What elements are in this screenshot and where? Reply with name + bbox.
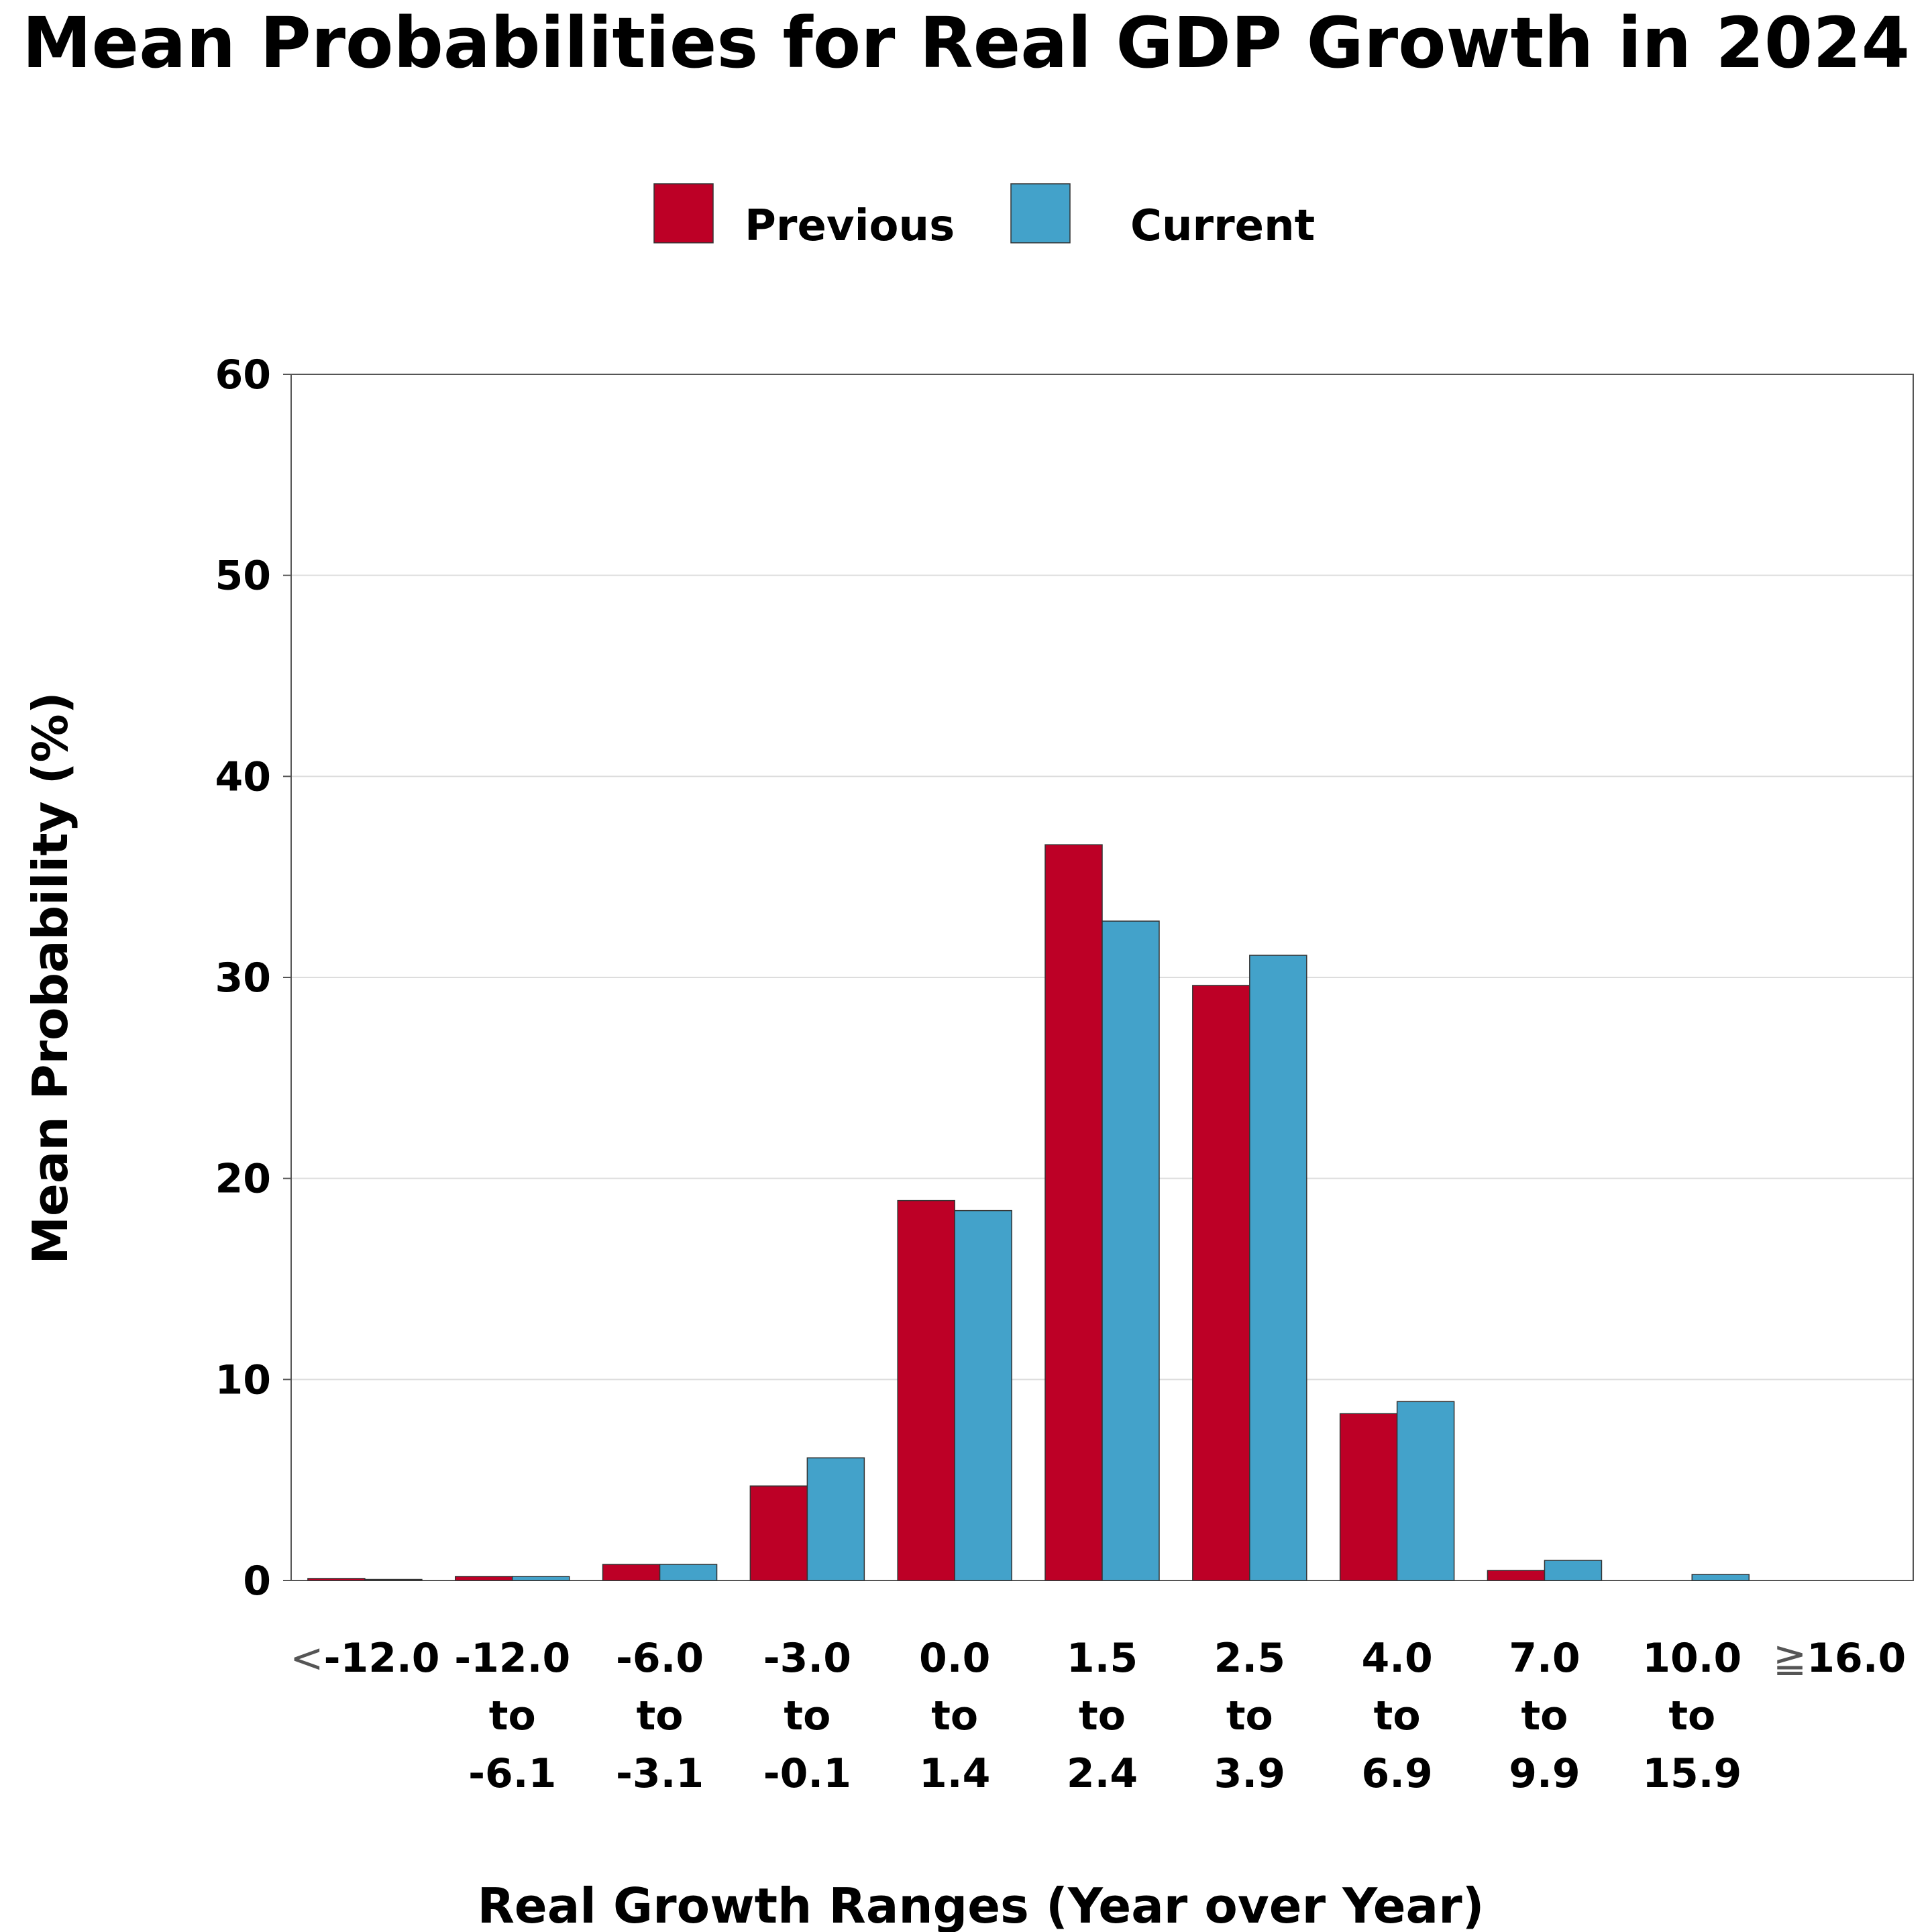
bar-current <box>1249 955 1307 1581</box>
bar-previous <box>1487 1570 1546 1581</box>
y-axis-label: Mean Probability (%) <box>22 692 78 1264</box>
y-tick-label: 0 <box>243 1558 271 1605</box>
bars <box>307 844 1750 1581</box>
bar-current <box>659 1564 718 1581</box>
y-axis: 0 10 20 30 40 50 60 <box>215 352 291 1605</box>
y-tick-label: 10 <box>215 1356 272 1403</box>
chart-title: Mean Probabilities for Real GDP Growth i… <box>22 2 1910 84</box>
bar-previous <box>602 1564 661 1581</box>
bar-current <box>954 1210 1012 1581</box>
y-tick-label: 60 <box>215 352 272 398</box>
x-tick-label: <-12.0 <box>290 1635 439 1682</box>
legend-swatch-previous <box>653 183 714 244</box>
x-tick-label: -12.0 to -6.1 <box>454 1635 570 1797</box>
y-tick-label: 50 <box>215 553 272 600</box>
legend-swatch-current <box>1010 183 1071 244</box>
x-tick-label: ≧16.0 <box>1773 1635 1906 1682</box>
x-tick-label: 4.0 to 6.9 <box>1361 1635 1432 1797</box>
y-tick-label: 20 <box>215 1156 272 1203</box>
legend: Previous Current <box>653 183 1315 251</box>
legend-label-current: Current <box>1130 201 1315 251</box>
bar-previous <box>1192 985 1250 1581</box>
x-tick-label: 0.0 to 1.4 <box>919 1635 990 1797</box>
x-tick-label: -3.0 to -0.1 <box>763 1635 851 1797</box>
x-axis-label: Real Growth Ranges (Year over Year) <box>477 1878 1484 1932</box>
y-tick-label: 40 <box>215 753 272 800</box>
legend-label-previous: Previous <box>745 201 955 251</box>
bar-previous <box>454 1576 513 1581</box>
x-tick-label: 10.0 to 15.9 <box>1642 1635 1741 1797</box>
x-tick-label: 2.5 to 3.9 <box>1214 1635 1285 1797</box>
bar-current <box>1691 1574 1750 1581</box>
x-tick-label: 1.5 to 2.4 <box>1067 1635 1138 1797</box>
bar-previous <box>897 1199 955 1581</box>
bar-previous <box>749 1485 808 1581</box>
bar-current <box>1396 1401 1455 1581</box>
bar-previous <box>1044 844 1103 1581</box>
x-tick-label: -6.0 to -3.1 <box>616 1635 704 1797</box>
bar-current <box>806 1457 865 1581</box>
bar-previous <box>307 1578 366 1581</box>
bar-current <box>1102 920 1160 1581</box>
x-axis: <-12.0 -12.0 to -6.1 -6.0 to -3.1 -3.0 to -0.1 0.0… <box>290 1635 1906 1797</box>
bar-current <box>1544 1560 1603 1581</box>
bar-current <box>511 1576 570 1581</box>
x-tick-label: 7.0 to 9.9 <box>1509 1635 1580 1797</box>
bar-previous <box>1339 1413 1398 1581</box>
y-tick-label: 30 <box>215 955 272 1002</box>
